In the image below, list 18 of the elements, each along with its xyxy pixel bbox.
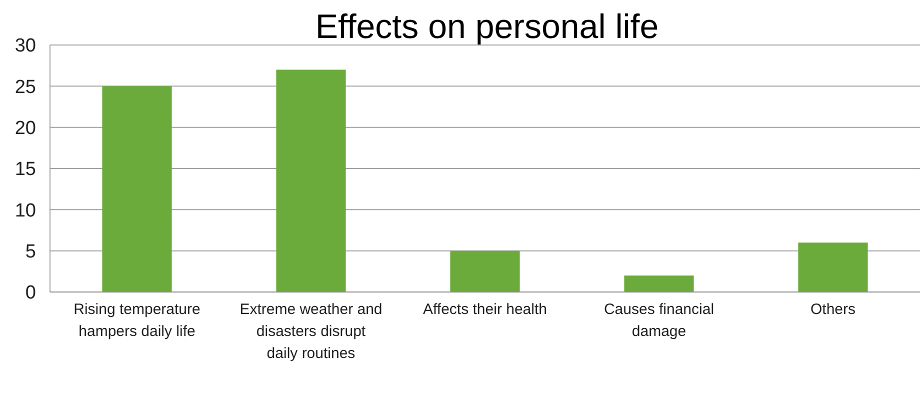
y-tick-label: 10	[14, 200, 36, 222]
y-tick-label: 30	[14, 36, 36, 57]
x-tick-label: Rising temperature hampers daily life	[74, 301, 200, 340]
bar	[450, 250, 520, 292]
x-tick-label: Affects their health	[423, 301, 547, 318]
x-tick-label: Extreme weather and disasters disrupt daily routines	[240, 301, 382, 362]
y-tick-label: 15	[14, 159, 36, 180]
bar	[276, 70, 346, 292]
y-tick-label: 25	[14, 76, 36, 98]
y-tick-label: 5	[25, 241, 36, 262]
y-tick-label: 0	[25, 282, 36, 304]
bar	[102, 86, 172, 292]
x-tick-label: Others	[810, 301, 856, 318]
bar	[798, 242, 868, 292]
chart-title: Effects on personal life	[315, 8, 659, 46]
bar	[624, 276, 694, 292]
x-tick-label: Causes financial damage	[604, 301, 714, 340]
y-tick-label: 20	[14, 118, 36, 139]
